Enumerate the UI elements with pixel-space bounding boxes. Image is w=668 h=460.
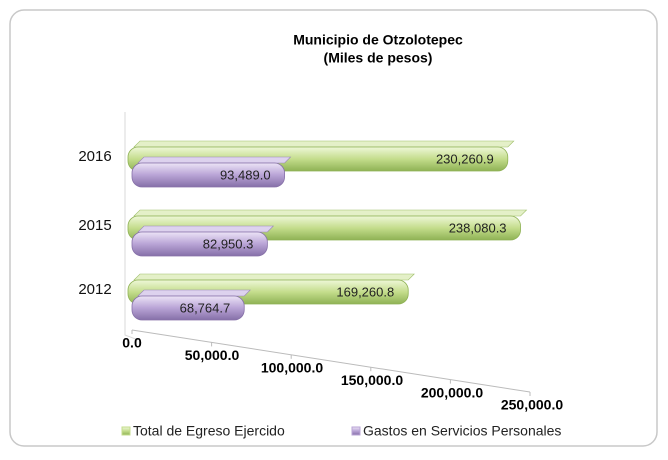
data-label: 230,260.9 <box>436 151 494 166</box>
data-label: 238,080.3 <box>449 220 507 235</box>
legend-swatch <box>121 426 131 436</box>
x-tick-label: 100,000.0 <box>261 360 323 376</box>
legend-swatch <box>351 426 361 436</box>
x-tick-label: 50,000.0 <box>185 347 240 363</box>
bar-top <box>133 209 528 217</box>
back-wall <box>124 112 139 341</box>
chart-title: Municipio de Otzolotepec <box>293 32 463 48</box>
bar <box>131 231 268 257</box>
bar-top <box>133 273 415 281</box>
chart-subtitle: (Miles de pesos) <box>324 50 433 66</box>
y-tick-label: 2012 <box>78 281 111 298</box>
data-label: 82,950.3 <box>203 236 254 251</box>
data-label: 169,260.8 <box>336 284 394 299</box>
data-label: 93,489.0 <box>220 167 271 182</box>
y-tick-label: 2016 <box>78 148 111 165</box>
legend-label: Total de Egreso Ejercido <box>133 423 285 439</box>
bar-top <box>137 289 251 297</box>
x-tick-label: 200,000.0 <box>421 384 483 400</box>
plot: 0.0 50,000.0 100,000.0 150,000.0 200,000.0 25… <box>78 140 563 439</box>
bar <box>131 162 285 188</box>
bar-top <box>137 156 292 164</box>
x-tick-label: 0.0 <box>122 335 142 351</box>
bar-top <box>133 140 515 148</box>
x-tick-label: 250,000.0 <box>501 397 563 413</box>
x-tick-label: 150,000.0 <box>341 372 403 388</box>
bar-top <box>137 225 275 233</box>
x-axis <box>131 329 531 393</box>
legend-label: Gastos en Servicios Personales <box>363 423 561 439</box>
data-label: 68,764.7 <box>180 300 231 315</box>
y-tick-label: 2015 <box>78 217 111 234</box>
bar <box>131 295 245 321</box>
